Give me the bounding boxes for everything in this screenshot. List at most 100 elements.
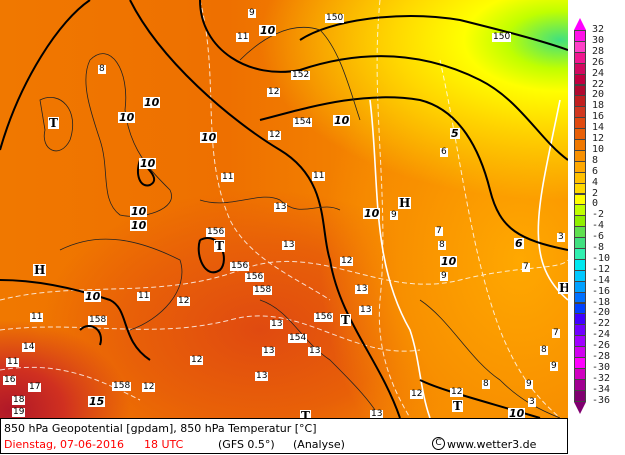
geopotential-label: 10 [508, 407, 526, 418]
legend-tick-label: -32 [592, 372, 611, 384]
geopotential-label: 10 [84, 290, 102, 303]
legend-tick-label: 26 [592, 56, 605, 68]
run-type-label: (Analyse) [293, 438, 345, 451]
temperature-label: 12 [450, 387, 464, 397]
temperature-label: 7 [552, 328, 560, 338]
temperature-label: 3 [528, 397, 536, 407]
pressure-center-marker: T [214, 239, 225, 253]
temperature-label: 11 [137, 291, 151, 301]
temperature-label: 19 [12, 407, 26, 417]
pressure-center-marker: T [48, 116, 59, 130]
pressure-center-marker: H [33, 263, 47, 277]
temperature-label: 16 [3, 375, 17, 385]
legend-tick-label: -14 [592, 274, 611, 286]
geopotential-label: 10 [333, 114, 351, 127]
temperature-label: 11 [6, 357, 20, 367]
legend-tick-label: 24 [592, 67, 605, 79]
legend-tick-label: 8 [592, 154, 599, 166]
legend-tick-label: 0 [592, 198, 599, 210]
legend-tick-label: -16 [592, 285, 611, 297]
legend-tick-label: 16 [592, 111, 605, 123]
weather-map: 10 10 10 10 10 10 10 10 10 10 10 15 5 6 10 150 150 152 154… [0, 0, 568, 418]
temperature-label: 8 [438, 240, 446, 250]
legend-tick-label: -2 [592, 209, 605, 221]
legend-tick-label: 10 [592, 143, 605, 155]
legend-top-arrow [574, 18, 586, 30]
geopotential-height-label: 154 [288, 333, 308, 343]
temperature-label: 12 [268, 130, 282, 140]
temperature-label: 17 [28, 382, 42, 392]
legend-tick-label: -28 [592, 351, 611, 362]
legend-tick-label: 2 [592, 187, 599, 199]
temperature-lines [369, 99, 568, 418]
legend-tick-label: 6 [592, 165, 599, 177]
temperature-label: 14 [22, 342, 36, 352]
pressure-center-marker: H [398, 196, 412, 210]
geopotential-label: 10 [139, 157, 157, 170]
legend-tick-label: -36 [592, 394, 611, 406]
legend-tick-label: -18 [592, 296, 611, 308]
site-link[interactable]: www.wetter3.de [447, 438, 537, 451]
legend-tick-label: -26 [592, 340, 611, 352]
pressure-center-marker: T [300, 410, 311, 418]
pressure-center-marker: T [340, 313, 351, 327]
temperature-label: 8 [98, 64, 106, 74]
contour-layer [0, 0, 568, 418]
legend-tick-label: 28 [592, 45, 605, 57]
date-label: Dienstag, 07-06-2016 [4, 438, 124, 451]
temperature-label: 13 [359, 305, 373, 315]
temperature-label: 11 [221, 172, 235, 182]
temperature-label: 8 [540, 345, 548, 355]
temperature-label: 13 [274, 202, 288, 212]
geopotential-height-label: 156 [314, 312, 334, 322]
temperature-label: 12 [340, 256, 354, 266]
legend-bottom-arrow [574, 401, 586, 414]
geopotential-height-label: 156 [245, 272, 265, 282]
temperature-label: 9 [440, 271, 448, 281]
map-title: 850 hPa Geopotential [gpdam], 850 hPa Te… [4, 422, 317, 435]
temperature-label: 13 [255, 371, 269, 381]
temperature-label: 18 [12, 395, 26, 405]
temperature-legend: 32 30 28 26 24 22 20 18 16 14 12 10 8 6 4 2 0 -2 -4 -6 -8 -10… [568, 0, 625, 418]
temperature-label: 13 [282, 240, 296, 250]
temperature-label: 11 [236, 32, 250, 42]
temperature-label: 12 [190, 355, 204, 365]
temperature-label: 7 [435, 226, 443, 236]
geopotential-label: 10 [118, 111, 136, 124]
temperature-label: 8 [482, 379, 490, 389]
pressure-center-marker: T [452, 399, 463, 413]
legend-tick-label: -22 [592, 318, 611, 330]
temperature-label: 9 [550, 361, 558, 371]
geopotential-label: 10 [363, 207, 381, 220]
temperature-label: 12 [410, 389, 424, 399]
temperature-label: 13 [262, 346, 276, 356]
legend-tick-label: 20 [592, 89, 605, 101]
geopotential-label: 10 [130, 219, 148, 232]
temperature-label: 13 [355, 284, 369, 294]
geopotential-height-label: 156 [230, 261, 250, 271]
geopotential-label: 10 [440, 255, 458, 268]
copyright-icon: C [432, 437, 445, 450]
legend-tick-label: -4 [592, 220, 605, 232]
geopotential-height-label: 156 [206, 227, 226, 237]
geopotential-height-label: 154 [293, 117, 313, 127]
geopotential-height-label: 158 [253, 285, 273, 295]
legend-tick-label: -24 [592, 329, 611, 341]
legend-tick-label: -10 [592, 252, 611, 264]
isotherms [0, 0, 568, 418]
pressure-center-marker: H [558, 282, 568, 294]
geopotential-height-label: 150 [492, 32, 512, 42]
geopotential-label: 10 [200, 131, 218, 144]
temperature-label: 3 [557, 232, 565, 242]
legend-tick-label: -8 [592, 242, 605, 253]
geopotential-label: 5 [450, 127, 460, 140]
legend-tick-label: 32 [592, 24, 605, 35]
legend-color-box [574, 389, 586, 402]
temperature-label: 6 [440, 147, 448, 157]
temperature-label: 11 [30, 312, 44, 322]
legend-tick-label: 4 [592, 176, 599, 188]
temperature-label: 9 [248, 8, 256, 18]
legend-tick-label: 18 [592, 100, 605, 112]
temperature-label: 9 [525, 379, 533, 389]
